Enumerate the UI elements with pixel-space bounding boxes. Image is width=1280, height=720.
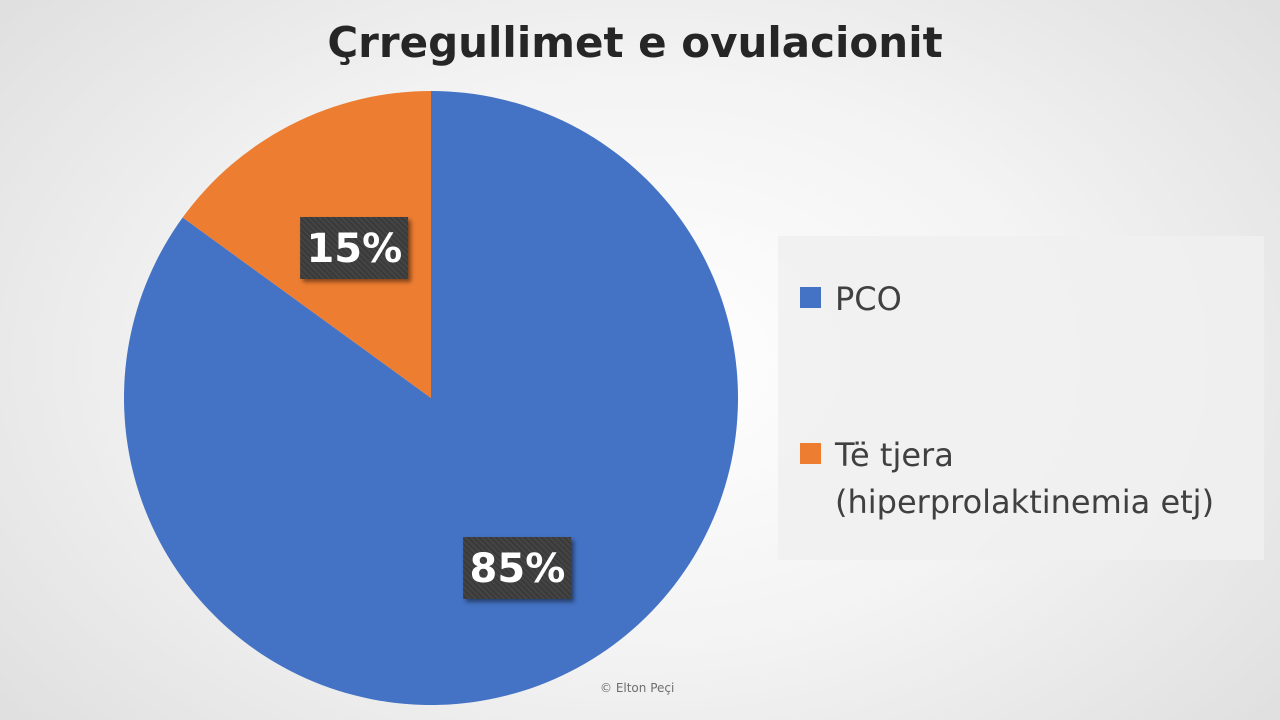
copyright-text: © Elton Peçi [600, 681, 675, 695]
data-label-pco: 85% [463, 536, 572, 599]
chart-title: Çrregullimet e ovulacionit [327, 18, 943, 67]
legend-swatch-pco [800, 287, 821, 308]
legend-swatch-te-tjera [800, 443, 821, 464]
legend-label-line: PCO [835, 280, 902, 318]
legend-label-line: Të tjera [835, 436, 954, 474]
legend-item-pco[interactable]: PCO [800, 276, 902, 323]
legend-label-line: (hiperprolaktinemia etj) [835, 483, 1215, 521]
data-label-te-tjera: 15% [300, 216, 409, 279]
legend-label-pco: PCO [835, 276, 902, 323]
legend-item-te-tjera[interactable]: Të tjera (hiperprolaktinemia etj) [800, 432, 1214, 526]
chart-legend: PCO Të tjera (hiperprolaktinemia etj) [778, 236, 1264, 560]
legend-label-te-tjera: Të tjera (hiperprolaktinemia etj) [835, 432, 1214, 526]
